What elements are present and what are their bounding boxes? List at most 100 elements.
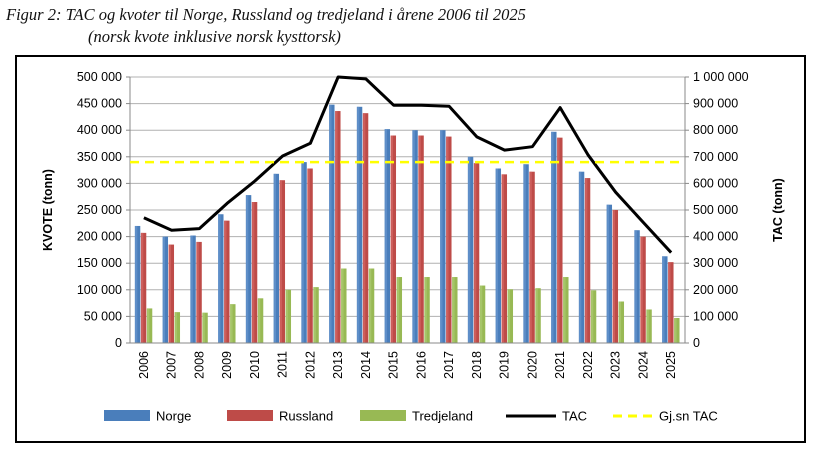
y2-tick-label: 700 000 [693,150,738,164]
x-tick-label: 2014 [359,351,373,379]
x-tick-label: 2021 [553,351,567,379]
y-tick-label: 450 000 [77,97,122,111]
bar-russland-highlight [196,241,199,343]
y2-tick-label: 400 000 [693,230,738,244]
bar-tredjeland [646,309,652,343]
x-tick-label: 2016 [414,351,428,379]
bar-tredjeland-highlight [368,268,372,343]
bar-norge [190,235,196,343]
x-tick-label: 2007 [165,351,179,379]
legend-swatch-russland [227,410,273,421]
bar-tredjeland [174,312,181,343]
bar-russland [140,232,147,343]
bar-norge [523,164,529,343]
x-tick-label: 2012 [303,351,317,379]
bar-russland [335,111,341,343]
bar-norge [467,156,474,343]
x-tick-label: 2018 [470,351,484,379]
figure-caption: Figur 2: TAC og kvoter til Norge, Russla… [6,4,526,48]
bar-russland-highlight [584,178,588,343]
bar-tredjeland [396,277,403,343]
chart-frame [15,55,806,443]
bar-russland-highlight [612,210,616,343]
bar-russland [446,136,452,343]
bar-russland-highlight [307,168,310,343]
bar-tredjeland [368,268,375,343]
legend-label-russland: Russland [279,409,333,424]
bar-russland-highlight [140,232,144,343]
bar-norge [134,225,141,343]
bar-russland [224,220,230,343]
bar-russland [473,163,480,343]
bar-russland-highlight [640,236,643,343]
bar-tredjeland [452,277,458,343]
bar-russland-highlight [390,135,394,343]
line-tac [143,75,673,254]
bar-norge [329,104,335,343]
x-tick-label: 2013 [331,351,345,379]
x-tick-label: 2020 [525,351,539,379]
bar-russland [584,178,591,343]
x-tick-label: 2022 [581,351,595,379]
bar-tredjeland-highlight [452,277,455,343]
bar-russland [640,236,646,343]
bar-tredjeland-highlight [618,301,622,343]
bar-russland [251,202,258,343]
y-tick-label: 400 000 [77,123,122,137]
bar-norge-highlight [440,130,443,343]
bar-norge-highlight [467,156,471,343]
bar-tredjeland-highlight [424,277,427,343]
y2-tick-label: 1 000 000 [693,70,749,84]
bar-norge-highlight [495,168,499,343]
bar-russland [390,135,397,343]
bar-russland-highlight [362,113,366,344]
y2-tick-label: 200 000 [693,283,738,297]
bar-norge-highlight [134,225,138,343]
y-tick-label: 0 [115,336,122,350]
bar-tredjeland [674,317,680,343]
y-tick-label: 250 000 [77,203,122,217]
bar-norge [384,129,391,343]
bar-russland [196,241,202,343]
bar-tredjeland-highlight [285,289,289,343]
y-tick-label: 100 000 [77,283,122,297]
bar-tredjeland [341,268,347,343]
x-tick-label: 2019 [498,351,512,379]
bar-russland-highlight [473,163,477,343]
bar-russland [612,210,619,343]
bar-tredjeland [507,289,514,343]
bar-russland [362,113,369,344]
y2-tick-label: 800 000 [693,123,738,137]
legend-label-tredjeland: Tredjeland [412,409,473,424]
legend-swatch-tredjeland [360,410,406,421]
bar-russland-highlight [279,180,283,343]
y-tick-label: 300 000 [77,176,122,190]
bar-norge-highlight [190,235,193,343]
bar-tredjeland [618,301,625,343]
bar-russland [668,262,674,343]
bar-norge-highlight [412,130,415,343]
bar-tredjeland-highlight [202,312,205,343]
x-tick-label: 2023 [609,351,623,379]
bar-norge [495,168,502,343]
bar-russland-highlight [668,262,671,343]
bar-russland [501,174,508,343]
y-tick-label: 200 000 [77,230,122,244]
y2-tick-label: 300 000 [693,256,738,270]
bar-russland-highlight [446,136,449,343]
bar-tredjeland-highlight [674,317,677,343]
y2-tick-label: 0 [693,336,700,350]
y-axis-title: KVOTE (tonn) [41,169,55,251]
bar-tredjeland-highlight [313,287,316,343]
bar-norge-highlight [578,171,582,343]
bar-russland-highlight [168,244,172,343]
bar-russland [279,180,286,343]
bar-russland [168,244,175,343]
y2-tick-label: 900 000 [693,97,738,111]
bar-norge-highlight [356,106,360,344]
bar-tredjeland-highlight [146,308,150,343]
y2-tick-label: 500 000 [693,203,738,217]
bar-russland [529,171,535,343]
bar-norge-highlight [162,236,166,343]
bar-russland-highlight [418,135,421,343]
